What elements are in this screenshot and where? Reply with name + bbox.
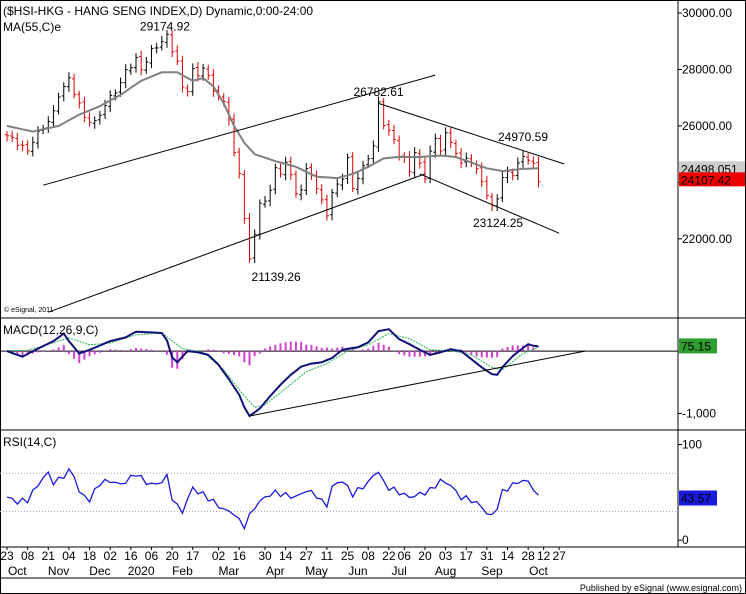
trendline <box>48 173 426 313</box>
month-label: Dec <box>89 564 110 578</box>
price-annotation: 23124.25 <box>473 216 523 230</box>
month-label: Mar <box>219 564 240 578</box>
rsi-label: RSI(14,C) <box>3 435 56 449</box>
date-tick-label: 18 <box>83 549 97 563</box>
last-price-label: 24107.42 <box>681 173 731 187</box>
date-tick-label: 27 <box>300 549 314 563</box>
price-annotation: 29174.92 <box>140 19 190 33</box>
date-tick-label: 06 <box>145 549 159 563</box>
date-tick-label: 16 <box>233 549 247 563</box>
date-tick-label: 16 <box>124 549 138 563</box>
rsi-tick-label: 100 <box>682 437 702 451</box>
month-label: Sep <box>481 564 503 578</box>
month-label: 2020 <box>128 564 155 578</box>
chart-title: ($HSI-HKG - HANG SENG INDEX,D) Dynamic,0… <box>3 4 313 18</box>
trendline <box>42 74 436 186</box>
date-tick-label: 17 <box>460 549 474 563</box>
ma-value-box <box>679 161 745 176</box>
price-annotation: 24970.59 <box>498 130 548 144</box>
month-label: Nov <box>48 564 69 578</box>
rsi-line <box>6 467 539 531</box>
rsi-value-box <box>679 490 717 506</box>
date-tick-label: 22 <box>382 549 396 563</box>
date-tick-label: 11 <box>321 549 334 563</box>
date-tick-label: 02 <box>104 549 118 563</box>
ma-indicator-label: MA(55,C)e <box>3 20 61 34</box>
date-tick-label: 23 <box>0 549 14 563</box>
macd-tick-label: -1,000 <box>682 407 716 421</box>
price-tick-label: 28000.00 <box>682 62 732 76</box>
date-tick-label: 28 <box>521 549 535 563</box>
date-tick-label: 31 <box>480 549 494 563</box>
macd-trendline <box>249 350 586 417</box>
macd-signal-line <box>7 332 539 408</box>
rsi-tick-label: 0 <box>682 533 689 547</box>
date-tick-label: 20 <box>165 549 179 563</box>
last-price-box <box>679 172 745 187</box>
date-tick-label: 03 <box>439 549 453 563</box>
macd-line <box>6 328 539 418</box>
date-tick-label: 14 <box>501 549 515 563</box>
price-tick-label: 26000.00 <box>682 119 732 133</box>
month-label: Apr <box>266 564 285 578</box>
date-tick-label: 27 <box>552 549 566 563</box>
date-tick-label: 06 <box>398 549 412 563</box>
date-tick-label: 12 <box>537 549 551 563</box>
date-tick-label: 25 <box>341 549 355 563</box>
date-tick-label: 20 <box>418 549 432 563</box>
month-label: Feb <box>172 564 193 578</box>
month-label: Aug <box>435 564 456 578</box>
month-label: Jul <box>391 564 406 578</box>
price-tick-label: 22000.00 <box>682 232 732 246</box>
month-label: May <box>305 564 328 578</box>
date-tick-label: 08 <box>362 549 376 563</box>
price-annotation: 26782.61 <box>353 85 403 99</box>
rsi-panel: 0 100 43.57 <box>0 437 717 547</box>
price-panel: 22000.00 26000.00 28000.00 30000.00 29174.92… <box>5 6 745 313</box>
month-label: Jun <box>348 564 367 578</box>
date-tick-label: 14 <box>279 549 293 563</box>
macd-value-box <box>679 338 717 354</box>
date-tick-label: 30 <box>258 549 272 563</box>
macd-label: MACD(12,26,9,C) <box>3 323 98 337</box>
macd-value-label: 75.15 <box>681 339 711 353</box>
publisher-footer: Published by eSignal (www.esignal.com) <box>580 583 742 593</box>
moving-average-line <box>6 71 539 180</box>
trendline <box>378 102 565 165</box>
date-tick-label: 02 <box>212 549 226 563</box>
trendline <box>419 173 560 234</box>
price-annotation: 21139.26 <box>252 270 301 284</box>
date-tick-label: 04 <box>62 549 76 563</box>
date-tick-label: 08 <box>21 549 35 563</box>
month-label: Oct <box>529 564 548 578</box>
price-tick-label: 30000.00 <box>682 6 732 20</box>
macd-panel: -1,000 75.15 <box>0 328 717 421</box>
date-tick-label: 21 <box>42 549 56 563</box>
time-axis: 23 08 21 04 18 02 16 06 20 17 02 16 30 14 27 11 25 08 22 06… <box>0 547 566 578</box>
copyright-text: © eSignal, 2011 <box>4 306 54 314</box>
rsi-value-label: 43.57 <box>681 492 711 506</box>
month-label: Oct <box>8 564 27 578</box>
date-tick-label: 17 <box>186 549 200 563</box>
